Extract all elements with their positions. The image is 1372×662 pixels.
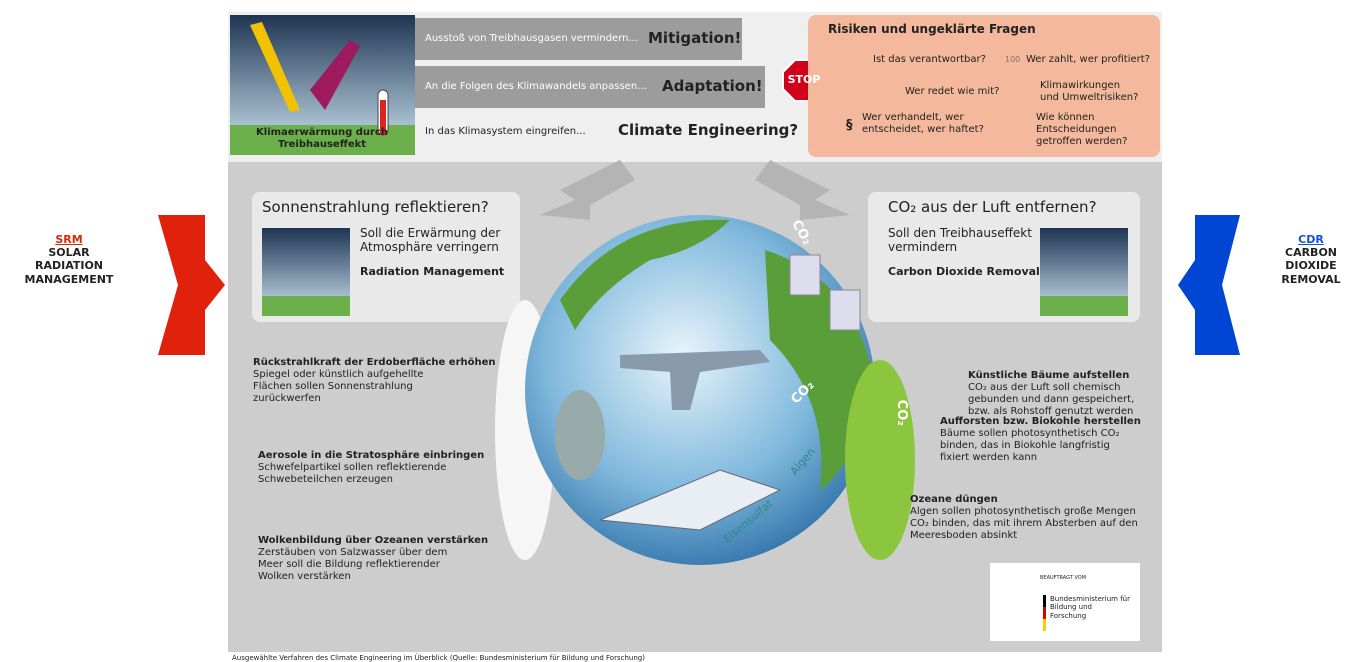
logo-small: BEAUFTRAGT VOM [1040,575,1086,581]
artificial-tree [830,290,860,330]
risk-item: Ist das verantwortbar? [873,54,986,66]
method-title: Künstliche Bäume aufstellen [968,370,1148,382]
row-keyword: Climate Engineering? [618,121,798,139]
risk-item: Wer zahlt, wer profitiert? [1026,54,1150,66]
method-title: Ozeane düngen [910,494,1155,506]
artificial-tree [790,255,820,295]
row-text: In das Klimasystem eingreifen... [425,126,586,138]
image-label: Klimaerwärmung durch Treibhauseffekt [232,127,412,151]
cdr-arrow [1178,215,1240,355]
row-text: Ausstoß von Treibhausgasen vermindern... [425,33,638,45]
flag-stripe [1043,619,1046,631]
risk-item: Wie können Entscheidungen getroffen werd… [1036,112,1156,148]
trees [845,360,915,560]
ground [1040,296,1128,316]
method-title: Aufforsten bzw. Biokohle herstellen [940,416,1150,428]
risk-item: Klimawirkungen und Umweltrisiken? [1040,80,1140,104]
page: Klimaerwärmung durch Treibhauseffekt Aus… [0,0,1372,661]
cdr-link[interactable]: CDR [1255,233,1367,246]
logo-name: Bundesministerium für Bildung und Forsch… [1050,595,1130,620]
risk-item: Wer verhandelt, wer entscheidet, wer haf… [862,112,992,136]
method-title: Rückstrahlkraft der Erdoberfläche erhöhe… [253,357,503,369]
co2-label: CO₂ [893,400,909,426]
risks-title: Risiken und ungeklärte Fragen [828,22,1036,36]
side-text: SOLAR RADIATION MANAGEMENT [14,246,124,286]
stop-text: STOP [785,73,823,86]
flag-stripe [1043,595,1046,607]
side-text: CARBON DIOXIDE REMOVAL [1271,246,1351,286]
method-text: Spiegel oder künstlich aufgehellte Fläch… [253,369,443,405]
row-keyword: Adaptation! [662,77,763,95]
method-text: Algen sollen photosynthetisch große Meng… [910,506,1155,542]
srm-arrow [158,215,225,355]
aerosol-ship [555,390,605,480]
method-title: Aerosole in die Stratosphäre einbringen [258,450,508,462]
panel-subtitle: Radiation Management [360,265,504,278]
icon-label: 100 [1005,55,1020,65]
risk-item: Wer redet wie mit? [905,86,999,98]
icon-label: § [846,118,853,134]
panel-subtitle: Carbon Dioxide Removal [888,265,1040,278]
method-text: Bäume sollen photosynthetisch CO₂ binden… [940,428,1120,464]
panel-text: Soll den Treibhauseffekt vermindern [888,226,1033,255]
method-text: Schwefelpartikel sollen reflektierende S… [258,462,478,486]
panel-title: CO₂ aus der Luft entfernen? [888,198,1097,216]
panel-title: Sonnenstrahlung reflektieren? [262,198,489,216]
method-text: CO₂ aus der Luft soll chemisch gebunden … [968,382,1148,418]
ground [262,296,350,316]
method: Rückstrahlkraft der Erdoberfläche erhöhe… [253,357,503,405]
flag-stripe [1043,607,1046,619]
graphic [0,0,1372,661]
method-text: Zerstäuben von Salzwasser über dem Meer … [258,547,458,583]
srm-link[interactable]: SRM [5,233,133,246]
panel-text: Soll die Erwärmung der Atmosphäre verrin… [360,226,515,255]
row-keyword: Mitigation! [648,29,741,47]
method-title: Wolkenbildung über Ozeanen verstärken [258,535,518,547]
row-text: An die Folgen des Klimawandels anpassen.… [425,81,647,93]
